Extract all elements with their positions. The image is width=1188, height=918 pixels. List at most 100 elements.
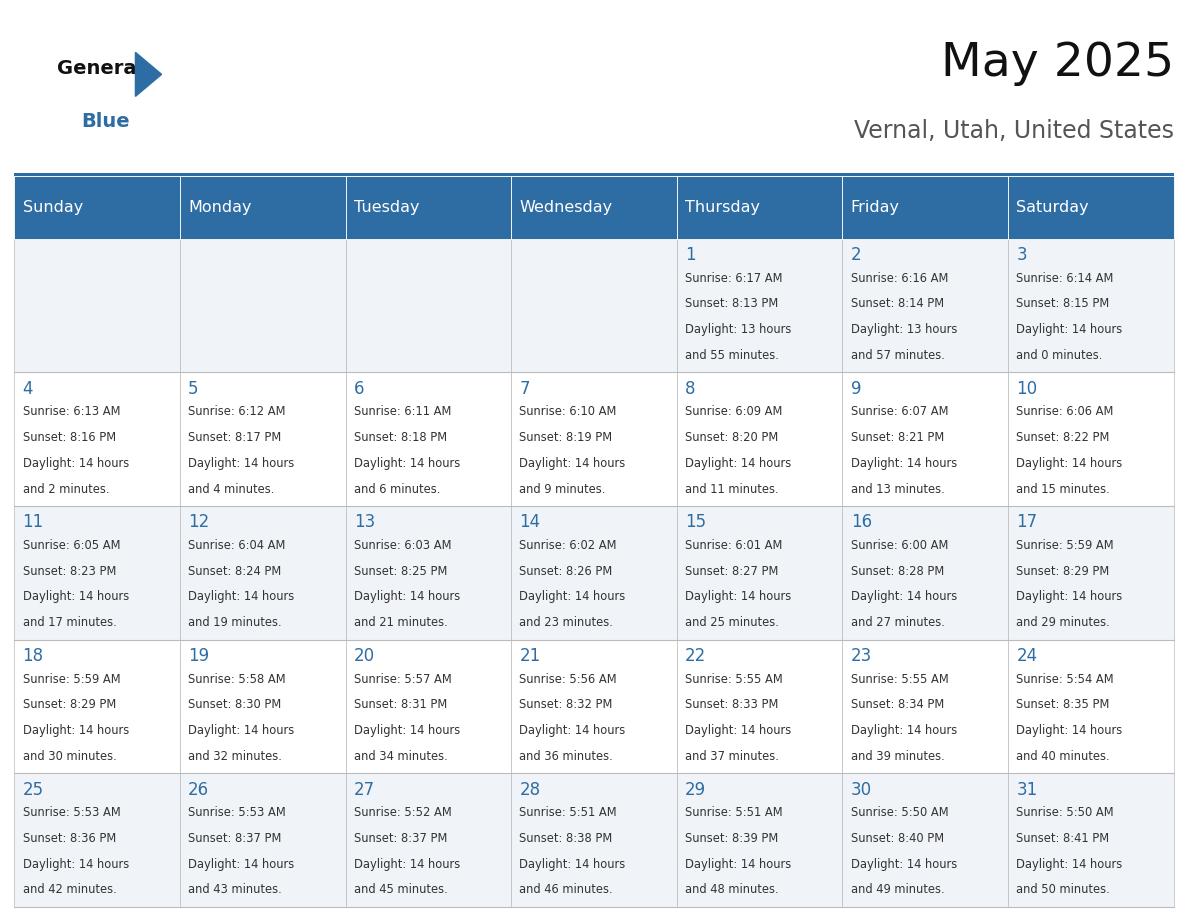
Polygon shape <box>135 52 162 96</box>
Text: Daylight: 14 hours: Daylight: 14 hours <box>354 457 460 470</box>
Text: Sunset: 8:29 PM: Sunset: 8:29 PM <box>1017 565 1110 577</box>
Text: Daylight: 14 hours: Daylight: 14 hours <box>354 724 460 737</box>
Text: Daylight: 13 hours: Daylight: 13 hours <box>685 323 791 336</box>
Text: Sunset: 8:38 PM: Sunset: 8:38 PM <box>519 832 613 845</box>
Text: 7: 7 <box>519 380 530 397</box>
Text: and 21 minutes.: and 21 minutes. <box>354 616 448 629</box>
Text: Sunrise: 5:58 AM: Sunrise: 5:58 AM <box>188 673 286 686</box>
Text: Tuesday: Tuesday <box>354 200 419 215</box>
Text: Sunset: 8:21 PM: Sunset: 8:21 PM <box>851 431 944 444</box>
Text: and 11 minutes.: and 11 minutes. <box>685 483 779 496</box>
Text: Sunset: 8:16 PM: Sunset: 8:16 PM <box>23 431 115 444</box>
Text: and 4 minutes.: and 4 minutes. <box>188 483 274 496</box>
Bar <box>179 506 346 640</box>
Text: and 34 minutes.: and 34 minutes. <box>354 750 448 763</box>
Bar <box>842 640 1009 773</box>
Text: and 19 minutes.: and 19 minutes. <box>188 616 282 629</box>
Text: and 45 minutes.: and 45 minutes. <box>354 883 448 897</box>
Bar <box>1009 373 1174 506</box>
Text: 20: 20 <box>354 647 375 665</box>
Text: and 32 minutes.: and 32 minutes. <box>188 750 282 763</box>
Text: Sunrise: 6:05 AM: Sunrise: 6:05 AM <box>23 539 120 552</box>
Text: 12: 12 <box>188 513 209 532</box>
Text: Daylight: 14 hours: Daylight: 14 hours <box>23 457 128 470</box>
Text: 9: 9 <box>851 380 861 397</box>
Text: Monday: Monday <box>188 200 252 215</box>
Text: Sunset: 8:18 PM: Sunset: 8:18 PM <box>354 431 447 444</box>
Text: Sunrise: 5:55 AM: Sunrise: 5:55 AM <box>851 673 948 686</box>
Bar <box>346 773 511 907</box>
Text: Daylight: 14 hours: Daylight: 14 hours <box>519 457 626 470</box>
Bar <box>1009 176 1174 239</box>
Text: Sunset: 8:32 PM: Sunset: 8:32 PM <box>519 699 613 711</box>
Text: and 39 minutes.: and 39 minutes. <box>851 750 944 763</box>
Text: Sunrise: 6:07 AM: Sunrise: 6:07 AM <box>851 406 948 419</box>
Text: Sunset: 8:20 PM: Sunset: 8:20 PM <box>685 431 778 444</box>
Text: Daylight: 14 hours: Daylight: 14 hours <box>519 590 626 603</box>
Text: Sunrise: 5:59 AM: Sunrise: 5:59 AM <box>1017 539 1114 552</box>
Text: Sunset: 8:30 PM: Sunset: 8:30 PM <box>188 699 282 711</box>
Text: Sunset: 8:37 PM: Sunset: 8:37 PM <box>188 832 282 845</box>
Text: 2: 2 <box>851 246 861 264</box>
Text: Sunrise: 6:03 AM: Sunrise: 6:03 AM <box>354 539 451 552</box>
Text: General: General <box>57 59 143 78</box>
Text: May 2025: May 2025 <box>941 41 1174 86</box>
Bar <box>179 176 346 239</box>
Text: Sunday: Sunday <box>23 200 83 215</box>
Text: Daylight: 14 hours: Daylight: 14 hours <box>1017 724 1123 737</box>
Bar <box>842 239 1009 373</box>
Bar <box>511 176 677 239</box>
Text: Sunset: 8:36 PM: Sunset: 8:36 PM <box>23 832 115 845</box>
Bar <box>677 239 842 373</box>
Text: 21: 21 <box>519 647 541 665</box>
Text: Sunset: 8:15 PM: Sunset: 8:15 PM <box>1017 297 1110 310</box>
Text: Sunrise: 6:13 AM: Sunrise: 6:13 AM <box>23 406 120 419</box>
Text: Daylight: 14 hours: Daylight: 14 hours <box>685 724 791 737</box>
Text: Daylight: 14 hours: Daylight: 14 hours <box>188 590 295 603</box>
Text: 31: 31 <box>1017 780 1037 799</box>
Bar <box>346 176 511 239</box>
Text: and 50 minutes.: and 50 minutes. <box>1017 883 1110 897</box>
Text: Sunset: 8:14 PM: Sunset: 8:14 PM <box>851 297 944 310</box>
Bar <box>14 373 179 506</box>
Bar <box>14 506 179 640</box>
Bar <box>179 373 346 506</box>
Bar <box>1009 506 1174 640</box>
Text: Vernal, Utah, United States: Vernal, Utah, United States <box>854 119 1174 143</box>
Text: Daylight: 14 hours: Daylight: 14 hours <box>354 590 460 603</box>
Text: 26: 26 <box>188 780 209 799</box>
Text: Sunrise: 5:51 AM: Sunrise: 5:51 AM <box>685 806 783 820</box>
Text: Sunrise: 6:11 AM: Sunrise: 6:11 AM <box>354 406 451 419</box>
Text: Sunrise: 6:17 AM: Sunrise: 6:17 AM <box>685 272 783 285</box>
Text: and 37 minutes.: and 37 minutes. <box>685 750 779 763</box>
Bar <box>1009 640 1174 773</box>
Text: Sunset: 8:17 PM: Sunset: 8:17 PM <box>188 431 282 444</box>
Text: 23: 23 <box>851 647 872 665</box>
Text: Sunrise: 6:04 AM: Sunrise: 6:04 AM <box>188 539 285 552</box>
Text: Daylight: 14 hours: Daylight: 14 hours <box>851 857 958 871</box>
Text: and 40 minutes.: and 40 minutes. <box>1017 750 1110 763</box>
Text: Daylight: 14 hours: Daylight: 14 hours <box>23 857 128 871</box>
Bar <box>14 239 179 373</box>
Text: and 29 minutes.: and 29 minutes. <box>1017 616 1110 629</box>
Text: Sunrise: 6:14 AM: Sunrise: 6:14 AM <box>1017 272 1114 285</box>
Text: Daylight: 14 hours: Daylight: 14 hours <box>1017 457 1123 470</box>
Bar <box>677 773 842 907</box>
Bar <box>346 506 511 640</box>
Text: Sunset: 8:25 PM: Sunset: 8:25 PM <box>354 565 447 577</box>
Text: Sunset: 8:13 PM: Sunset: 8:13 PM <box>685 297 778 310</box>
Text: Sunset: 8:26 PM: Sunset: 8:26 PM <box>519 565 613 577</box>
Text: and 42 minutes.: and 42 minutes. <box>23 883 116 897</box>
Text: Sunrise: 5:50 AM: Sunrise: 5:50 AM <box>851 806 948 820</box>
Text: 3: 3 <box>1017 246 1028 264</box>
Text: Sunset: 8:35 PM: Sunset: 8:35 PM <box>1017 699 1110 711</box>
Text: Sunset: 8:37 PM: Sunset: 8:37 PM <box>354 832 447 845</box>
Bar <box>677 640 842 773</box>
Bar <box>346 373 511 506</box>
Text: 22: 22 <box>685 647 707 665</box>
Text: Sunrise: 5:56 AM: Sunrise: 5:56 AM <box>519 673 617 686</box>
Bar <box>346 239 511 373</box>
Bar <box>677 373 842 506</box>
Text: Daylight: 14 hours: Daylight: 14 hours <box>354 857 460 871</box>
Text: 5: 5 <box>188 380 198 397</box>
